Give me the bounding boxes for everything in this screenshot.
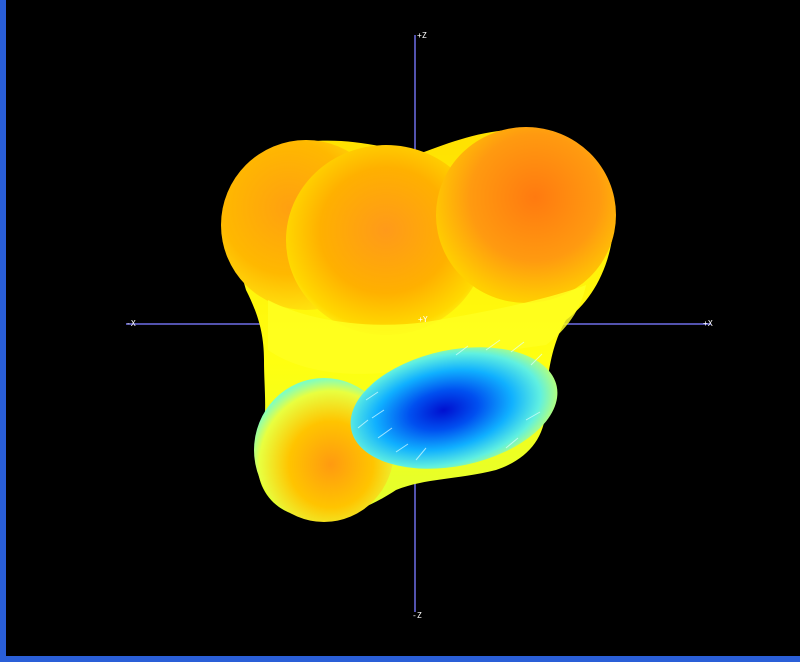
surface-speckles <box>357 339 543 461</box>
surface-mid-band <box>268 285 586 374</box>
viewer-canvas[interactable]: +Z -Z -X +X +Y <box>6 0 800 662</box>
axis-label-center: +Y <box>418 315 428 324</box>
axis-label-bottom: -Z <box>412 611 422 620</box>
axis-label-right: +X <box>703 319 713 328</box>
surface-lobe-upper-right <box>436 127 616 303</box>
axis-label-top: +Z <box>417 31 427 40</box>
surface-lobe-upper-center <box>286 145 486 335</box>
axis-label-left: -X <box>126 319 136 328</box>
surface-negative-region <box>350 347 558 469</box>
molecular-surface[interactable] <box>221 127 616 522</box>
